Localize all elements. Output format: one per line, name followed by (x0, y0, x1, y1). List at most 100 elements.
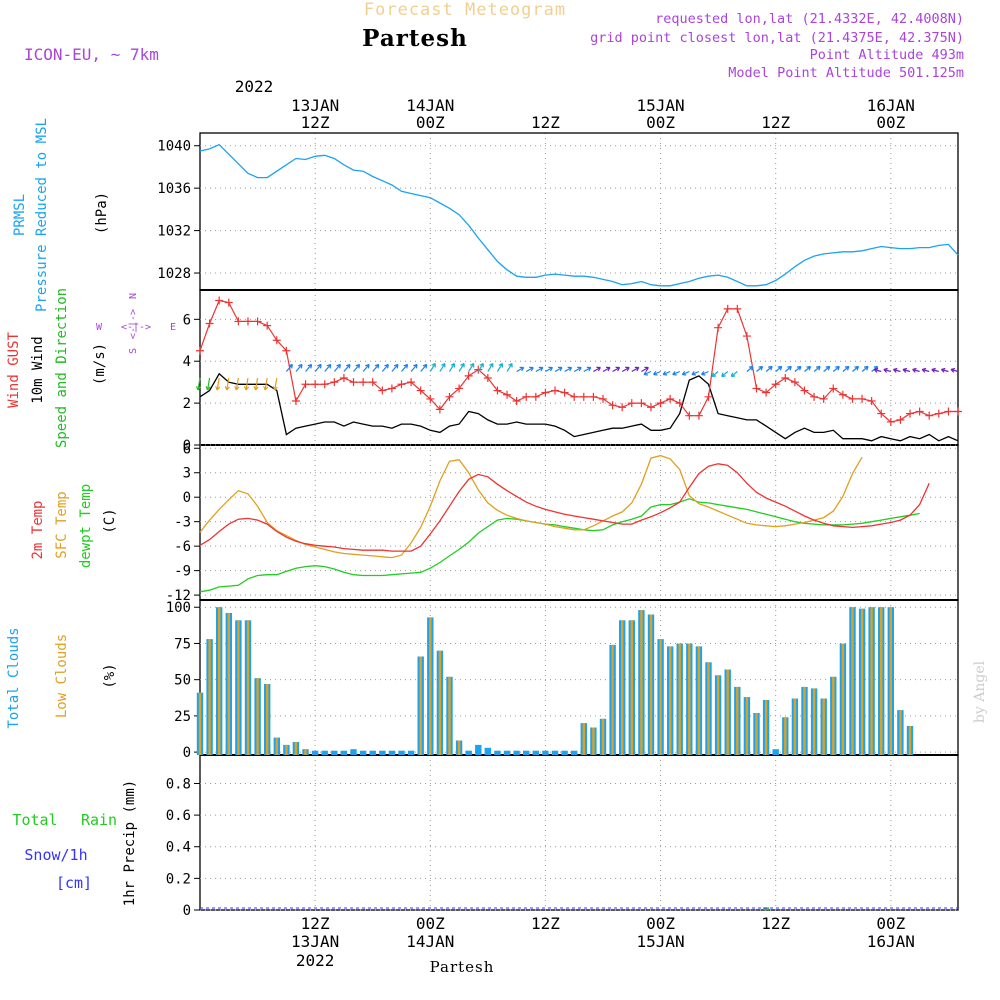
y-tick-label: -12 (166, 588, 191, 604)
low-cloud-bar (429, 617, 432, 755)
y-tick-label: -9 (174, 564, 191, 580)
low-cloud-bar (649, 614, 653, 755)
gust-marker (714, 323, 723, 332)
gust-marker (915, 407, 924, 416)
gust-marker (742, 332, 751, 341)
gust-marker (387, 384, 396, 393)
wind-arrow (285, 364, 293, 372)
gust-marker (646, 403, 655, 412)
wind-speed-line (199, 372, 959, 442)
compass-south: S (128, 348, 139, 354)
pressure-series-line (199, 143, 959, 287)
wind-arrow-head (787, 365, 792, 371)
wind-arrow-head (691, 370, 696, 376)
panel-frames (199, 132, 959, 911)
gust-marker (474, 365, 483, 374)
wind-label-10m: 10m Wind (30, 336, 46, 403)
y-tick-label: -3 (174, 515, 191, 531)
footer-location: Partesh (430, 958, 495, 976)
total-cloud-bar (340, 750, 348, 755)
low-cloud-bar (266, 684, 269, 755)
low-cloud-bar (237, 620, 240, 755)
wind-arrow-head (384, 363, 389, 369)
low-cloud-bar (889, 607, 892, 755)
top-tick-hour: 12Z (761, 113, 790, 132)
bottom-tick-hour: 00Z (416, 914, 445, 933)
wind-compass: N S W E <-|-> <-|-> (96, 293, 176, 354)
low-cloud-bar (246, 620, 250, 755)
gust-marker (685, 411, 694, 420)
sfc-temp-line (199, 454, 863, 559)
gust-marker (810, 392, 819, 401)
y-tick-label: 0 (183, 490, 191, 506)
y-tick-label: 6 (183, 441, 191, 457)
wind-arrow (506, 363, 513, 372)
wind-arrow (653, 370, 661, 376)
wind-arrow (583, 366, 592, 373)
wind-arrow (264, 377, 268, 391)
gust-marker (263, 321, 272, 330)
wind-arrow (730, 371, 738, 377)
gust-marker (349, 378, 358, 387)
y-tick-label: 1028 (157, 266, 191, 282)
total-cloud-bar (523, 750, 530, 755)
cloud-bars (196, 607, 914, 755)
wind-arrow-head (326, 363, 332, 369)
wind-arrow-head (336, 363, 341, 369)
top-tick-hour: 12Z (531, 113, 560, 132)
compass-north: N (128, 293, 139, 299)
low-cloud-bar (803, 686, 806, 755)
wind-arrow (922, 368, 930, 373)
gust-marker (243, 317, 252, 326)
wind-arrow (631, 366, 640, 373)
temp-unit: (C) (102, 508, 118, 533)
gust-marker (589, 392, 598, 401)
low-cloud-bar (304, 749, 307, 755)
wind-arrow-head (825, 365, 831, 371)
gust-marker (503, 390, 512, 399)
gust-marker (512, 397, 521, 406)
gust-marker (925, 411, 934, 420)
bottom-tick-hour: 12Z (761, 914, 790, 933)
wind-gust-line (199, 299, 958, 423)
grid-point-coords: grid point closest lon,lat (21.4375E, 42… (590, 30, 964, 46)
gust-marker (272, 336, 281, 345)
gust-marker (368, 378, 377, 387)
clouds-y-ticks: 100 75 50 25 0 (166, 600, 958, 761)
wind-arrow (216, 377, 220, 391)
low-cloud-bar (419, 656, 422, 755)
y-tick-label: 100 (166, 600, 191, 616)
low-cloud-bar (669, 646, 672, 755)
y-tick-label: 0 (183, 903, 191, 919)
wind-arrow-head (634, 366, 640, 372)
requested-coords: requested lon,lat (21.4332E, 42.4008N) (655, 11, 964, 27)
low-cloud-bar (285, 744, 288, 755)
wind-arrow (931, 368, 939, 373)
wind-arrow-head (873, 367, 879, 373)
y-tick-label: -6 (174, 539, 191, 555)
wind-arrow (235, 377, 239, 391)
wind-arrow (429, 363, 436, 372)
wind-arrow (912, 368, 920, 373)
wind-arrow-head (234, 386, 240, 391)
y-tick-label: 25 (174, 709, 191, 725)
wind-arrow (516, 366, 524, 373)
gust-marker (397, 380, 406, 389)
wind-arrow-head (883, 367, 888, 373)
gust-marker (291, 397, 300, 406)
gust-marker (704, 392, 713, 401)
wind-arrow (564, 366, 572, 373)
wind-arrow (621, 366, 630, 373)
gust-marker (752, 384, 761, 393)
compass-arrows-h: <-|-> (121, 322, 151, 333)
gust-marker (339, 373, 348, 382)
wind-arrow (372, 364, 380, 372)
low-cloud-bar (755, 713, 758, 755)
gust-marker (579, 392, 588, 401)
gust-marker (301, 380, 310, 389)
wind-arrow-head (615, 366, 621, 372)
bottom-tick-date: 16JAN (867, 932, 915, 951)
wind-arrow-head (431, 362, 436, 368)
gust-marker (944, 407, 953, 416)
